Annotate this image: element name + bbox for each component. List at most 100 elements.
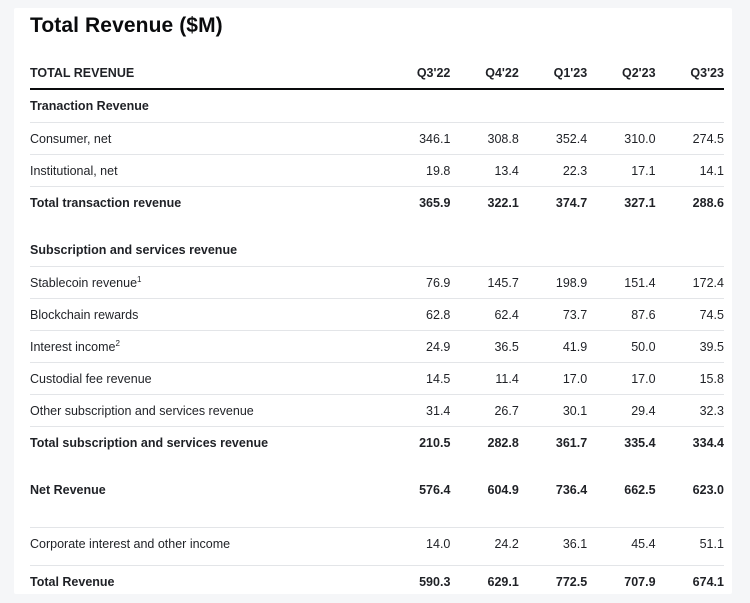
row-label: Total transaction revenue: [30, 195, 182, 210]
section-spacer: [30, 218, 724, 234]
section-label: Subscription and services revenue: [30, 243, 238, 257]
row-value: 736.4: [555, 482, 588, 497]
table-row: Other subscription and services revenue …: [30, 395, 724, 427]
total-revenue-row: Total Revenue 590.3 629.1 772.5 707.9 67…: [30, 566, 724, 597]
row-value: 76.9: [426, 275, 451, 290]
row-value: 24.2: [494, 536, 519, 551]
header-period: Q2'23: [622, 66, 656, 80]
revenue-table: TOTAL REVENUE Q3'22 Q4'22 Q1'23 Q2'23 Q3…: [30, 58, 724, 597]
row-value: 87.6: [631, 307, 656, 322]
row-value: 30.1: [562, 403, 588, 418]
row-value: 73.7: [562, 307, 588, 322]
row-value: 361.7: [555, 435, 588, 450]
row-value: 51.1: [699, 536, 724, 551]
row-value: 11.4: [495, 371, 519, 386]
row-value: 14.0: [426, 536, 451, 551]
row-value: 335.4: [624, 435, 656, 450]
row-label-text: Interest income: [30, 340, 116, 355]
page-title: Total Revenue ($M): [30, 14, 223, 37]
row-label: Net Revenue: [30, 482, 106, 497]
row-label: Institutional, net: [30, 163, 118, 178]
row-value: 374.7: [555, 195, 588, 210]
table-row: Interest income2 24.9 36.5 41.9 50.0 39.…: [30, 331, 724, 363]
row-value: 26.7: [494, 403, 519, 418]
table-row: Stablecoin revenue1 76.9 145.7 198.9 151…: [30, 267, 724, 299]
row-value: 576.4: [419, 482, 451, 497]
row-value: 19.8: [426, 163, 451, 178]
row-value: 352.4: [555, 131, 588, 146]
row-value: 13.4: [494, 163, 519, 178]
row-value: 62.8: [426, 307, 451, 322]
row-label: Corporate interest and other income: [30, 536, 231, 551]
net-revenue-row: Net Revenue 576.4 604.9 736.4 662.5 623.…: [30, 474, 724, 505]
header-period: Q4'22: [485, 66, 519, 80]
row-value: 604.9: [487, 482, 519, 497]
row-value: 346.1: [419, 131, 451, 146]
row-label: Stablecoin revenue1: [30, 275, 382, 290]
row-label: Interest income2: [30, 339, 382, 354]
table-row: Institutional, net 19.8 13.4 22.3 17.1 1…: [30, 155, 724, 187]
row-value: 308.8: [487, 131, 519, 146]
footnote-marker: 2: [115, 338, 120, 348]
row-value: 145.7: [487, 275, 519, 290]
total-transaction-row: Total transaction revenue 365.9 322.1 37…: [30, 187, 724, 218]
row-value: 36.1: [562, 536, 588, 551]
row-value: 210.5: [419, 435, 451, 450]
row-value: 31.4: [426, 403, 451, 418]
revenue-card: Total Revenue ($M) TOTAL REVENUE Q3'22 Q…: [14, 8, 732, 594]
row-value: 17.0: [631, 371, 656, 386]
row-value: 707.9: [624, 574, 656, 589]
row-value: 772.5: [555, 574, 588, 589]
row-value: 24.9: [426, 339, 451, 354]
table-header-row: TOTAL REVENUE Q3'22 Q4'22 Q1'23 Q2'23 Q3…: [30, 58, 724, 90]
row-value: 623.0: [692, 482, 724, 497]
row-value: 32.3: [699, 403, 724, 418]
row-value: 45.4: [631, 536, 656, 551]
row-label: Consumer, net: [30, 131, 112, 146]
row-value: 327.1: [624, 195, 656, 210]
section-divider: [30, 505, 724, 528]
header-period: Q3'22: [416, 66, 451, 80]
row-label-text: Stablecoin revenue: [30, 276, 138, 291]
row-value: 198.9: [555, 275, 588, 290]
section-divider: [30, 559, 724, 566]
row-value: 17.1: [631, 163, 656, 178]
row-value: 172.4: [692, 275, 724, 290]
section-subscription-revenue: Subscription and services revenue: [30, 234, 724, 267]
row-label: Other subscription and services revenue: [30, 403, 254, 418]
header-period: Q3'23: [690, 66, 724, 80]
row-value: 39.5: [699, 339, 724, 354]
row-value: 29.4: [631, 403, 656, 418]
row-value: 274.5: [692, 131, 724, 146]
row-value: 50.0: [631, 339, 656, 354]
row-value: 74.5: [699, 307, 724, 322]
row-value: 17.0: [562, 371, 588, 386]
row-label: Custodial fee revenue: [30, 371, 152, 386]
row-value: 322.1: [487, 195, 519, 210]
total-subscription-row: Total subscription and services revenue …: [30, 427, 724, 458]
row-value: 590.3: [419, 574, 451, 589]
section-label: Tranaction Revenue: [30, 99, 149, 113]
row-value: 334.4: [692, 435, 724, 450]
footnote-marker: 1: [137, 274, 142, 284]
row-value: 41.9: [562, 339, 588, 354]
row-value: 288.6: [692, 195, 724, 210]
row-value: 22.3: [562, 163, 588, 178]
row-value: 310.0: [624, 131, 656, 146]
table-row: Blockchain rewards 62.8 62.4 73.7 87.6 7…: [30, 299, 724, 331]
row-value: 15.8: [699, 371, 724, 386]
row-value: 662.5: [624, 482, 656, 497]
row-value: 14.1: [699, 163, 724, 178]
row-label: Blockchain rewards: [30, 307, 139, 322]
row-label: Total Revenue: [30, 574, 115, 589]
section-transaction-revenue: Tranaction Revenue: [30, 90, 724, 123]
row-value: 36.5: [494, 339, 519, 354]
row-value: 674.1: [692, 574, 724, 589]
header-period: Q1'23: [553, 66, 588, 80]
header-label: TOTAL REVENUE: [30, 66, 135, 80]
corporate-interest-row: Corporate interest and other income 14.0…: [30, 528, 724, 559]
row-value: 365.9: [419, 195, 451, 210]
row-value: 629.1: [487, 574, 519, 589]
table-row: Custodial fee revenue 14.5 11.4 17.0 17.…: [30, 363, 724, 395]
table-row: Consumer, net 346.1 308.8 352.4 310.0 27…: [30, 123, 724, 155]
